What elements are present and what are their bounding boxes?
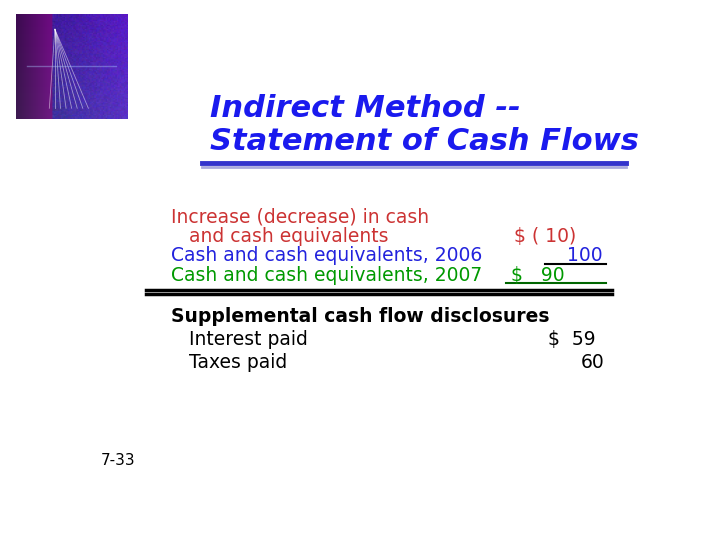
Text: Supplemental cash flow disclosures: Supplemental cash flow disclosures bbox=[171, 307, 549, 326]
Text: 60: 60 bbox=[581, 353, 605, 372]
Text: Interest paid: Interest paid bbox=[171, 330, 307, 349]
Text: Cash and cash equivalents, 2007: Cash and cash equivalents, 2007 bbox=[171, 266, 482, 285]
Text: $   90: $ 90 bbox=[511, 266, 565, 285]
Text: Indirect Method --: Indirect Method -- bbox=[210, 94, 521, 123]
Text: Increase (decrease) in cash: Increase (decrease) in cash bbox=[171, 207, 429, 226]
Text: $ ( 10): $ ( 10) bbox=[514, 227, 576, 246]
Text: 100: 100 bbox=[567, 246, 603, 265]
Text: Statement of Cash Flows: Statement of Cash Flows bbox=[210, 127, 639, 156]
Text: 7-33: 7-33 bbox=[101, 453, 136, 468]
Text: $  59: $ 59 bbox=[547, 330, 595, 349]
Text: Taxes paid: Taxes paid bbox=[171, 353, 287, 372]
Text: and cash equivalents: and cash equivalents bbox=[171, 227, 388, 246]
Text: Cash and cash equivalents, 2006: Cash and cash equivalents, 2006 bbox=[171, 246, 482, 265]
